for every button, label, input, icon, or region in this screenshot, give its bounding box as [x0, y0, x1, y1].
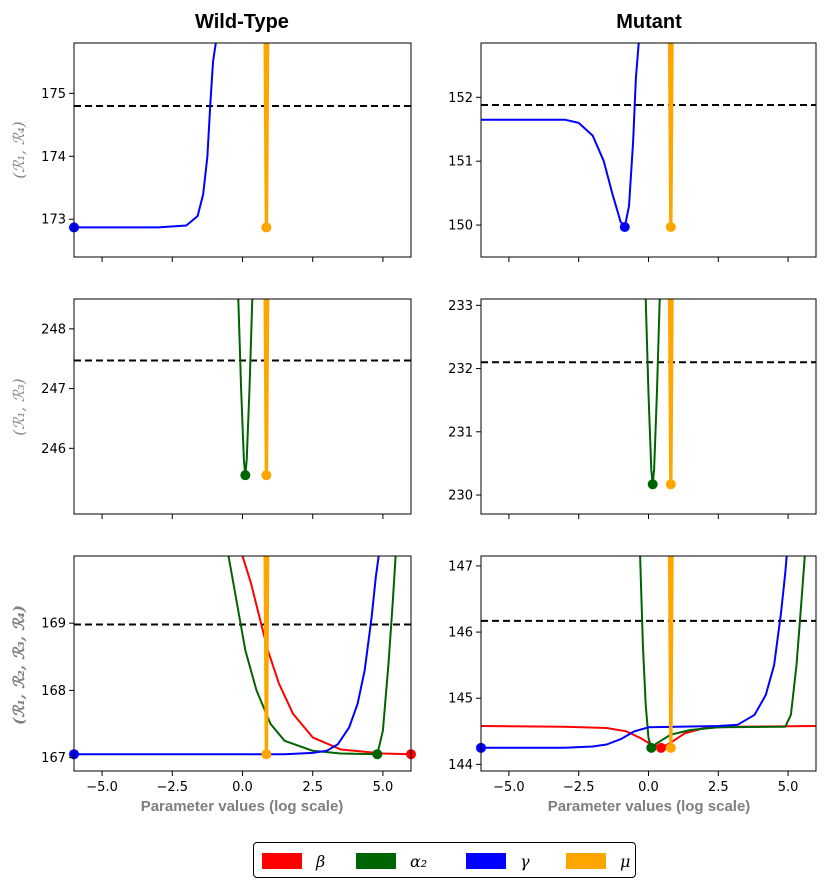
series-line-gamma: [481, 556, 788, 749]
y-tick-label: 144: [448, 758, 473, 773]
legend-label-beta: β: [316, 851, 326, 871]
legend-item-gamma: γ: [466, 851, 530, 871]
series-group: [481, 43, 816, 229]
y-tick-label: 151: [448, 155, 473, 170]
row-label-2: (ℛ₁, ℛ₃): [10, 378, 28, 435]
y-tick-label: 247: [41, 382, 66, 397]
legend-swatch-beta: [262, 853, 302, 869]
x-axis-label-wild-type: Parameter values (log scale): [141, 798, 344, 815]
min-marker-mu: [261, 749, 272, 760]
series-line-alpha2: [639, 556, 806, 749]
axes-frame: [73, 42, 412, 258]
series-group: [481, 556, 816, 750]
series-line-gamma: [481, 43, 640, 228]
legend-item-mu: μ: [566, 851, 630, 871]
axes-frame: [73, 555, 412, 772]
y-tick-label: 173: [41, 213, 66, 228]
legend-item-alpha2: α₂: [356, 851, 427, 871]
series-line-mu: [667, 43, 674, 229]
min-marker-gamma: [619, 221, 630, 232]
legend-swatch-alpha2: [356, 853, 396, 869]
x-tick-label: −5.0: [86, 780, 118, 795]
legend: β α₂ γ μ: [253, 842, 636, 878]
x-tick-label: −2.5: [157, 780, 189, 795]
x-tick-label: 5.0: [778, 780, 799, 795]
x-tick-label: 2.5: [302, 780, 323, 795]
series-line-beta: [241, 556, 411, 756]
panel-4: 230 231 232 233: [448, 298, 817, 519]
series-line-alpha2: [237, 299, 254, 477]
min-marker-alpha2: [372, 749, 383, 760]
legend-swatch-mu: [566, 853, 606, 869]
y-tick-label: 169: [41, 617, 66, 632]
series-line-mu: [263, 556, 270, 756]
y-tick-label: 246: [41, 442, 66, 457]
panel-2: 150 151 152: [448, 42, 817, 262]
y-tick-label: 174: [41, 150, 66, 165]
column-title-wild-type: Wild-Type: [195, 11, 289, 33]
x-tick-label: 5.0: [373, 780, 394, 795]
y-tick-label: 248: [41, 322, 66, 337]
panel-1: 173 174 175: [41, 42, 412, 262]
x-axis-label-mutant: Parameter values (log scale): [548, 798, 751, 815]
series-group: [481, 299, 816, 486]
series-line-mu: [667, 556, 674, 750]
min-marker-mu: [665, 479, 676, 490]
series-line-alpha2: [644, 299, 661, 486]
y-tick-label: 147: [448, 559, 473, 574]
legend-swatch-gamma: [466, 853, 506, 869]
column-title-mutant: Mutant: [616, 11, 682, 33]
series-line-mu: [263, 43, 270, 229]
series-line-mu: [263, 299, 270, 477]
min-marker-mu: [261, 222, 272, 233]
series-group: [74, 299, 411, 477]
series-group: [74, 43, 411, 229]
min-marker-mu: [261, 470, 272, 481]
min-marker-beta: [656, 742, 667, 753]
x-tick-label: 0.0: [638, 780, 659, 795]
y-tick-label: 167: [41, 751, 66, 766]
x-tick-label: −5.0: [493, 780, 525, 795]
x-tick-label: −2.5: [563, 780, 595, 795]
panel-5: 167 168 169 −5.0 −2.5 0.0 2.5 5.0: [41, 555, 416, 795]
row-label-1: (ℛ₁, ℛ₄): [10, 121, 28, 178]
series-group: [74, 556, 411, 756]
y-tick-label: 230: [448, 489, 473, 504]
legend-label-gamma: γ: [520, 851, 530, 871]
y-tick-label: 146: [448, 626, 473, 641]
panel-6: 144 145 146 147 −5.0 −2.5 0.0 2.5 5.0: [448, 555, 817, 795]
y-tick-label: 232: [448, 362, 473, 377]
legend-label-mu: μ: [620, 851, 631, 871]
min-marker-mu: [665, 221, 676, 232]
y-tick-label: 152: [448, 91, 473, 106]
y-tick-label: 145: [448, 692, 473, 707]
min-marker-alpha2: [647, 479, 658, 490]
y-tick-label: 175: [41, 87, 66, 102]
x-tick-label: 0.0: [232, 780, 253, 795]
series-line-gamma: [74, 556, 380, 756]
series-line-mu: [667, 299, 674, 486]
legend-label-alpha2: α₂: [410, 851, 428, 871]
y-tick-label: 231: [448, 425, 473, 440]
y-tick-label: 233: [448, 299, 473, 314]
min-marker-alpha2: [646, 742, 657, 753]
y-tick-label: 168: [41, 684, 66, 699]
axes-frame: [480, 42, 817, 258]
legend-item-beta: β: [262, 851, 325, 871]
min-marker-alpha2: [240, 470, 251, 481]
row-label-3: (ℛ₁, ℛ₂, ℛ₃, ℛ₄): [10, 605, 28, 725]
y-tick-label: 150: [448, 219, 473, 234]
panel-3: 246 247 248: [41, 298, 412, 519]
series-line-alpha2: [227, 556, 397, 756]
min-marker-mu: [665, 742, 676, 753]
x-tick-label: 2.5: [708, 780, 729, 795]
series-line-gamma: [74, 43, 217, 229]
